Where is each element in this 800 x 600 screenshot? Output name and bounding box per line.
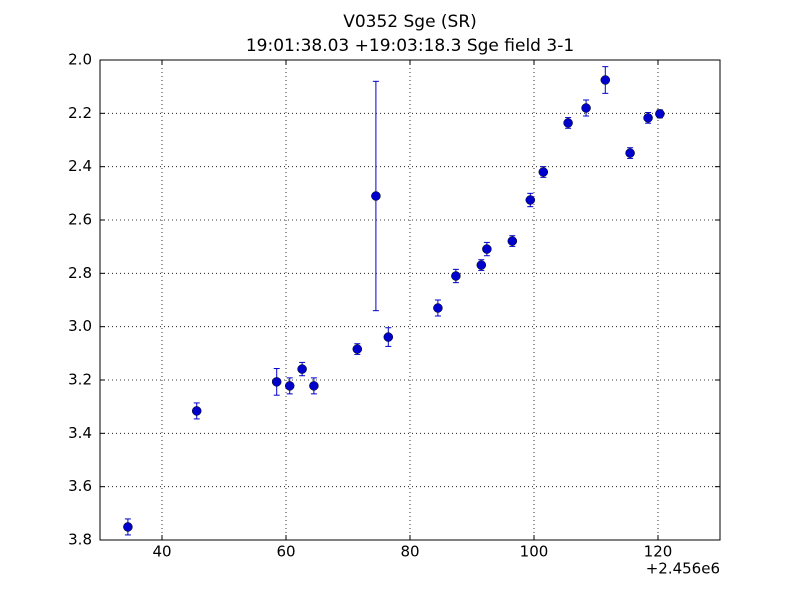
x-tick-label: 120 — [644, 543, 673, 561]
y-tick-label: 3.6 — [68, 477, 92, 495]
y-tick-label: 3.0 — [68, 317, 92, 335]
y-tick-label: 3.2 — [68, 371, 92, 389]
point — [625, 148, 635, 158]
y-tick-label: 2.4 — [68, 157, 92, 175]
y-tick-label: 2.6 — [68, 211, 92, 229]
x-tick-label: 80 — [400, 543, 419, 561]
point — [123, 522, 133, 532]
x-tick-label: 100 — [520, 543, 549, 561]
point — [352, 344, 363, 354]
point — [309, 381, 319, 391]
point — [476, 260, 487, 270]
x-tick-label: 60 — [276, 543, 295, 561]
y-tick-label: 3.4 — [68, 424, 92, 442]
point — [451, 271, 461, 281]
point — [297, 364, 307, 374]
point — [581, 103, 591, 113]
y-tick-label: 3.8 — [68, 531, 92, 549]
point — [643, 113, 653, 123]
y-tick-label: 2.0 — [68, 51, 92, 69]
chart-title: V0352 Sge (SR) — [343, 12, 477, 32]
point — [284, 381, 295, 391]
x-tick-label: 40 — [152, 543, 171, 561]
point — [191, 406, 202, 416]
point — [525, 195, 536, 205]
y-tick-label: 2.8 — [68, 264, 92, 282]
point — [482, 244, 492, 254]
point — [600, 75, 611, 85]
point — [433, 303, 443, 313]
point — [271, 377, 282, 387]
point — [655, 109, 665, 119]
point — [563, 118, 573, 128]
point — [371, 191, 381, 201]
point — [383, 332, 394, 342]
point — [507, 236, 518, 246]
y-tick-label: 2.2 — [68, 104, 92, 122]
plot-frame — [99, 59, 721, 541]
chart-subtitle: 19:01:38.03 +19:03:18.3 Sge field 3-1 — [246, 36, 574, 56]
point — [538, 167, 549, 177]
x-offset-label: +2.456e6 — [646, 560, 720, 578]
